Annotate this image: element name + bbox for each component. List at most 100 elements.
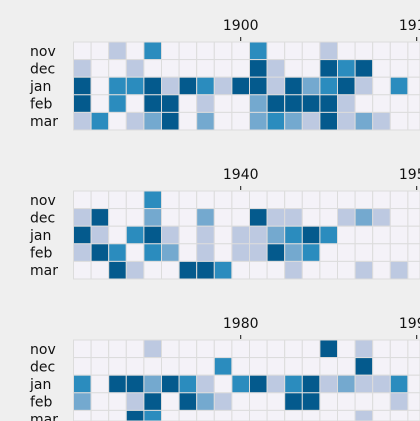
heatmap-cell [213, 208, 233, 227]
heatmap-cell [407, 94, 420, 113]
heatmap-cell [161, 225, 180, 245]
heatmap-cell [143, 225, 162, 245]
heatmap-cell [284, 208, 303, 227]
heatmap-cell [231, 41, 250, 61]
heatmap-cell [319, 409, 338, 421]
heatmap-cell [284, 225, 303, 245]
heatmap-cell [319, 41, 338, 61]
heatmap-cell [266, 374, 286, 394]
heatmap-cell [90, 392, 110, 411]
heatmap-cell [178, 76, 198, 96]
heatmap-cell [337, 243, 356, 262]
heatmap-cell [407, 59, 420, 78]
heatmap-cell [108, 111, 127, 131]
heatmap-cell [196, 225, 215, 245]
heatmap-cell [266, 225, 286, 245]
heatmap-cell [389, 392, 409, 411]
heatmap-cell [178, 339, 198, 359]
heatmap-cell [337, 190, 356, 210]
heatmap-cell [266, 357, 286, 376]
heatmap-cell [231, 339, 250, 359]
heatmap-cell [143, 392, 162, 411]
heatmap-cell [125, 374, 145, 394]
heatmap-cell [143, 260, 162, 280]
heatmap-cell [73, 41, 92, 61]
heatmap-cell [407, 357, 420, 376]
heatmap-cell [266, 243, 286, 262]
heatmap-cell [301, 190, 321, 210]
month-label: mar [30, 263, 58, 279]
heatmap-cell [337, 59, 356, 78]
heatmap-cell [284, 76, 303, 96]
heatmap-cell [284, 409, 303, 421]
heatmap-cell [73, 260, 92, 280]
heatmap-cell [407, 260, 420, 280]
heatmap-cell [178, 357, 198, 376]
year-tick-label: 1950 [399, 167, 420, 183]
heatmap-cell [213, 260, 233, 280]
heatmap-cell [125, 94, 145, 113]
heatmap-cell [73, 357, 92, 376]
heatmap-cell [108, 94, 127, 113]
heatmap-cell [196, 76, 215, 96]
heatmap-cell [178, 94, 198, 113]
heatmap-cell [161, 190, 180, 210]
heatmap-cell [337, 260, 356, 280]
heatmap-cell [196, 374, 215, 394]
heatmap-cell [196, 208, 215, 227]
heatmap-cell [231, 208, 250, 227]
heatmap-cell [196, 357, 215, 376]
heatmap-cell [213, 94, 233, 113]
heatmap-cell [108, 76, 127, 96]
heatmap-cell [266, 409, 286, 421]
heatmap-cell [90, 190, 110, 210]
heatmap-cell [125, 41, 145, 61]
heatmap-cell [337, 225, 356, 245]
heatmap-cell [249, 243, 268, 262]
year-tick-label: 1900 [223, 18, 259, 34]
heatmap-cell [90, 94, 110, 113]
heatmap-cell [337, 409, 356, 421]
heatmap-cell [389, 225, 409, 245]
month-label: feb [30, 246, 53, 262]
heatmap-cell [213, 111, 233, 131]
heatmap-cell [143, 94, 162, 113]
heatmap-cell [73, 208, 92, 227]
heatmap-cell [249, 357, 268, 376]
heatmap-cell [178, 41, 198, 61]
heatmap-cell [266, 190, 286, 210]
year-tick-label: 1990 [399, 316, 420, 332]
heatmap-cell [389, 260, 409, 280]
heatmap-cell [213, 392, 233, 411]
heatmap-cell [161, 94, 180, 113]
heatmap-cell [407, 392, 420, 411]
heatmap-cell [161, 41, 180, 61]
heatmap-cell [301, 111, 321, 131]
heatmap-cell [354, 41, 374, 61]
heatmap-cell [319, 339, 338, 359]
heatmap-cell [337, 76, 356, 96]
heatmap-cell [389, 357, 409, 376]
heatmap-cell [161, 357, 180, 376]
heatmap-cell [389, 339, 409, 359]
heatmap-cell [354, 208, 374, 227]
heatmap-cell [354, 243, 374, 262]
heatmap-cell [90, 260, 110, 280]
heatmap-cell [196, 190, 215, 210]
heatmap-cell [178, 243, 198, 262]
heatmap-cell [213, 339, 233, 359]
heatmap-cell [249, 409, 268, 421]
heatmap-cell [143, 41, 162, 61]
heatmap-cell [372, 374, 391, 394]
heatmap-cell [90, 339, 110, 359]
heatmap-cell [125, 409, 145, 421]
heatmap-cell [125, 357, 145, 376]
heatmap-cell [319, 357, 338, 376]
heatmap-cell [196, 409, 215, 421]
heatmap-cell [372, 76, 391, 96]
heatmap-cell [143, 190, 162, 210]
heatmap-cell [407, 339, 420, 359]
heatmap-cell [284, 357, 303, 376]
